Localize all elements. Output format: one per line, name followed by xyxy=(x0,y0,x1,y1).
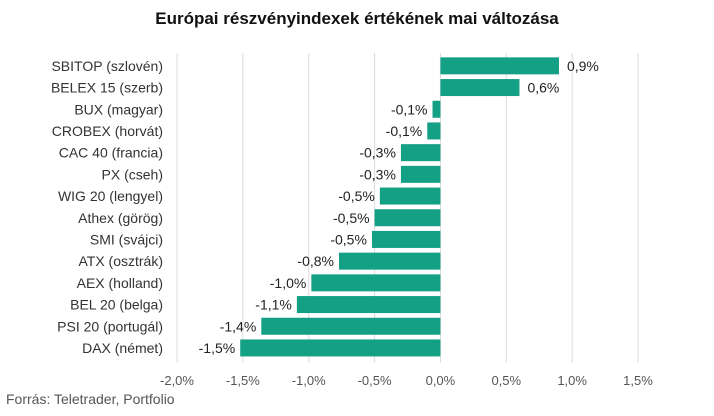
category-label: BELEX 15 (szerb) xyxy=(51,80,163,96)
data-label: -0,5% xyxy=(330,231,367,247)
category-label: ATX (osztrák) xyxy=(78,253,163,269)
category-label: SBITOP (szlovén) xyxy=(51,58,163,74)
category-label: Athex (görög) xyxy=(78,210,163,226)
x-tick-label: 1,5% xyxy=(623,373,653,388)
bar xyxy=(339,252,441,270)
data-labels: 0,9% 0,6% -0,1% -0,1% -0,3% -0,3% -0,5% -0,5% -0… xyxy=(199,58,599,356)
gridlines xyxy=(176,53,639,363)
x-tick-label: -2,0% xyxy=(160,373,194,388)
category-label: DAX (német) xyxy=(82,340,163,356)
bar xyxy=(440,79,520,97)
data-label: -0,3% xyxy=(359,145,396,161)
category-label: CROBEX (horvát) xyxy=(52,123,163,139)
data-label: -0,3% xyxy=(359,166,396,182)
category-label: PSI 20 (portugál) xyxy=(57,318,163,334)
category-label: BEL 20 (belga) xyxy=(70,297,163,313)
category-labels: SBITOP (szlovén) BELEX 15 (szerb) BUX (mag… xyxy=(51,58,163,356)
data-label: -1,1% xyxy=(255,297,292,313)
bar xyxy=(240,339,441,357)
bar xyxy=(261,317,441,335)
bar xyxy=(374,209,441,227)
data-label: -0,5% xyxy=(338,188,375,204)
data-label: -0,5% xyxy=(333,210,370,226)
chart-title: Európai részvényindexek értékének mai vá… xyxy=(155,9,559,28)
category-label: PX (cseh) xyxy=(102,166,163,182)
bar xyxy=(427,122,441,140)
data-label: -0,8% xyxy=(297,253,334,269)
category-label: AEX (holland) xyxy=(77,275,163,291)
bar xyxy=(400,144,441,162)
category-label: SMI (svájci) xyxy=(90,231,163,247)
x-tick-label: 1,0% xyxy=(557,373,587,388)
x-tick-label: -0,5% xyxy=(358,373,392,388)
source-note: Forrás: Teletrader, Portfolio xyxy=(6,391,175,407)
data-label: 0,6% xyxy=(527,80,559,96)
bar xyxy=(371,230,441,248)
x-tick-label: 0,5% xyxy=(491,373,521,388)
x-tick-label: 0,0% xyxy=(426,373,456,388)
category-label: BUX (magyar) xyxy=(74,101,163,117)
bar xyxy=(296,296,441,314)
category-label: CAC 40 (francia) xyxy=(59,145,163,161)
x-tick-label: -1,0% xyxy=(292,373,326,388)
data-label: -0,1% xyxy=(386,123,423,139)
bar xyxy=(400,165,441,183)
data-label: 0,9% xyxy=(567,58,599,74)
bar xyxy=(311,274,441,292)
bar xyxy=(440,57,559,75)
data-label: -0,1% xyxy=(391,101,428,117)
bars xyxy=(240,57,559,357)
bar xyxy=(379,187,441,205)
x-tick-label: -1,5% xyxy=(226,373,260,388)
bar xyxy=(432,100,441,118)
data-label: -1,4% xyxy=(220,318,257,334)
category-label: WIG 20 (lengyel) xyxy=(58,188,163,204)
x-axis-ticks: -2,0% -1,5% -1,0% -0,5% 0,0% 0,5% 1,0% 1,5% xyxy=(160,373,653,388)
data-label: -1,0% xyxy=(270,275,307,291)
data-label: -1,5% xyxy=(199,340,236,356)
